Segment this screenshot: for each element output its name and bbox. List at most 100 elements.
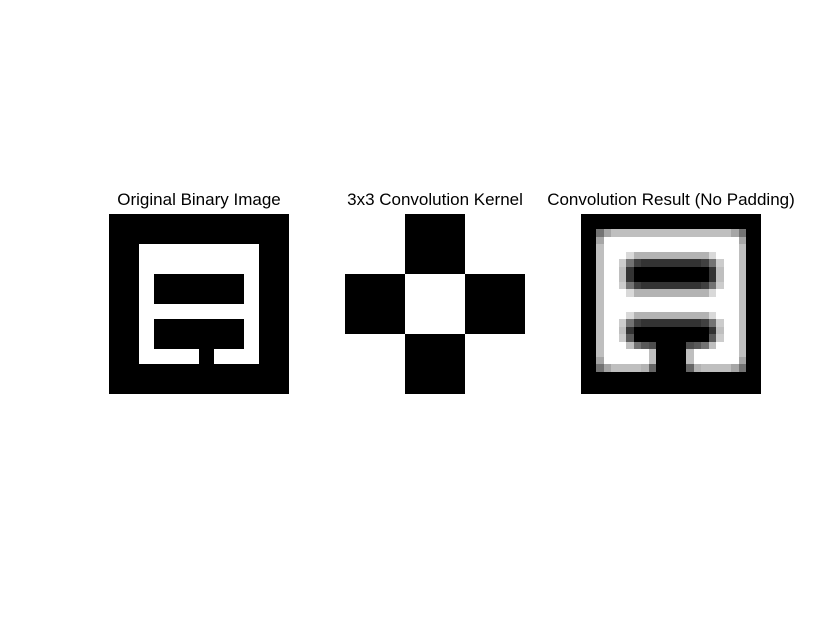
pixel-cell xyxy=(229,349,244,364)
pixel-cell xyxy=(693,221,701,229)
panel-title-kernel: 3x3 Convolution Kernel xyxy=(347,190,523,209)
pixel-cell xyxy=(465,214,525,274)
pixel-cell xyxy=(229,289,244,304)
pixel-cell xyxy=(746,364,754,372)
pixel-cell xyxy=(199,304,214,319)
pixel-cell xyxy=(648,221,656,229)
pixel-cell xyxy=(154,274,169,289)
pixel-cell xyxy=(738,311,746,319)
pixel-cell xyxy=(611,356,619,364)
pixel-cell xyxy=(753,311,761,319)
pixel-cell xyxy=(746,229,754,237)
pixel-cell xyxy=(405,214,465,274)
pixel-cell xyxy=(641,304,649,312)
pixel-cell xyxy=(656,259,664,267)
pixel-cell xyxy=(603,251,611,259)
pixel-cell xyxy=(641,266,649,274)
pixel-cell xyxy=(656,274,664,282)
pixel-cell xyxy=(109,274,124,289)
pixel-cell xyxy=(603,386,611,394)
pixel-cell xyxy=(633,364,641,372)
pixel-cell xyxy=(184,379,199,394)
pixel-cell xyxy=(701,266,709,274)
pixel-cell xyxy=(588,371,596,379)
pixel-cell xyxy=(648,349,656,357)
pixel-cell xyxy=(678,356,686,364)
pixel-cell xyxy=(618,296,626,304)
pixel-cell xyxy=(405,274,465,334)
pixel-cell xyxy=(678,266,686,274)
pixel-cell xyxy=(671,281,679,289)
pixel-cell xyxy=(611,334,619,342)
pixel-cell xyxy=(701,349,709,357)
pixel-cell xyxy=(611,244,619,252)
pixel-cell xyxy=(244,259,259,274)
pixel-cell xyxy=(656,356,664,364)
pixel-cell xyxy=(671,326,679,334)
pixel-cell xyxy=(214,214,229,229)
pixel-cell xyxy=(633,251,641,259)
pixel-cell xyxy=(686,334,694,342)
pixel-cell xyxy=(169,214,184,229)
pixel-cell xyxy=(663,229,671,237)
pixel-cell xyxy=(716,386,724,394)
pixel-cell xyxy=(154,214,169,229)
pixel-cell xyxy=(214,334,229,349)
pixel-cell xyxy=(738,229,746,237)
pixel-cell xyxy=(723,364,731,372)
pixel-cell xyxy=(641,244,649,252)
pixel-cell xyxy=(708,296,716,304)
pixel-cell xyxy=(716,289,724,297)
pixel-cell xyxy=(693,304,701,312)
pixel-cell xyxy=(648,341,656,349)
pixel-cell xyxy=(663,251,671,259)
pixel-cell xyxy=(693,386,701,394)
pixel-cell xyxy=(648,214,656,222)
pixel-cell xyxy=(184,304,199,319)
pixel-cell xyxy=(686,296,694,304)
pixel-cell xyxy=(731,236,739,244)
pixel-cell xyxy=(746,326,754,334)
pixel-cell xyxy=(633,274,641,282)
pixel-cell xyxy=(738,356,746,364)
pixel-cell xyxy=(708,334,716,342)
pixel-cell xyxy=(663,266,671,274)
pixel-cell xyxy=(746,334,754,342)
pixel-cell xyxy=(693,274,701,282)
pixel-cell xyxy=(244,364,259,379)
pixel-cell xyxy=(581,379,589,387)
pixel-cell xyxy=(648,334,656,342)
panel-title-result: Convolution Result (No Padding) xyxy=(547,190,795,209)
pixel-cell xyxy=(633,349,641,357)
pixel-cell xyxy=(753,296,761,304)
pixel-cell xyxy=(701,221,709,229)
pixel-cell xyxy=(701,356,709,364)
pixel-cell xyxy=(663,244,671,252)
pixel-cell xyxy=(731,274,739,282)
pixel-cell xyxy=(663,341,671,349)
pixel-cell xyxy=(124,289,139,304)
pixel-cell xyxy=(656,349,664,357)
pixel-cell xyxy=(259,244,274,259)
pixel-cell xyxy=(596,319,604,327)
pixel-cell xyxy=(581,296,589,304)
pixel-cell xyxy=(678,304,686,312)
pixel-cell xyxy=(731,349,739,357)
pixel-cell xyxy=(723,251,731,259)
pixel-cell xyxy=(701,251,709,259)
pixel-cell xyxy=(731,229,739,237)
pixel-cell xyxy=(633,371,641,379)
pixel-cell xyxy=(214,229,229,244)
pixel-cell xyxy=(581,319,589,327)
pixel-cell xyxy=(124,304,139,319)
pixel-cell xyxy=(618,281,626,289)
pixel-cell xyxy=(671,221,679,229)
pixel-cell xyxy=(746,259,754,267)
pixel-cell xyxy=(274,349,289,364)
pixel-cell xyxy=(671,356,679,364)
pixel-cell xyxy=(626,326,634,334)
pixel-cell xyxy=(581,266,589,274)
pixel-cell xyxy=(618,334,626,342)
pixel-cell xyxy=(641,364,649,372)
pixel-cell xyxy=(731,319,739,327)
